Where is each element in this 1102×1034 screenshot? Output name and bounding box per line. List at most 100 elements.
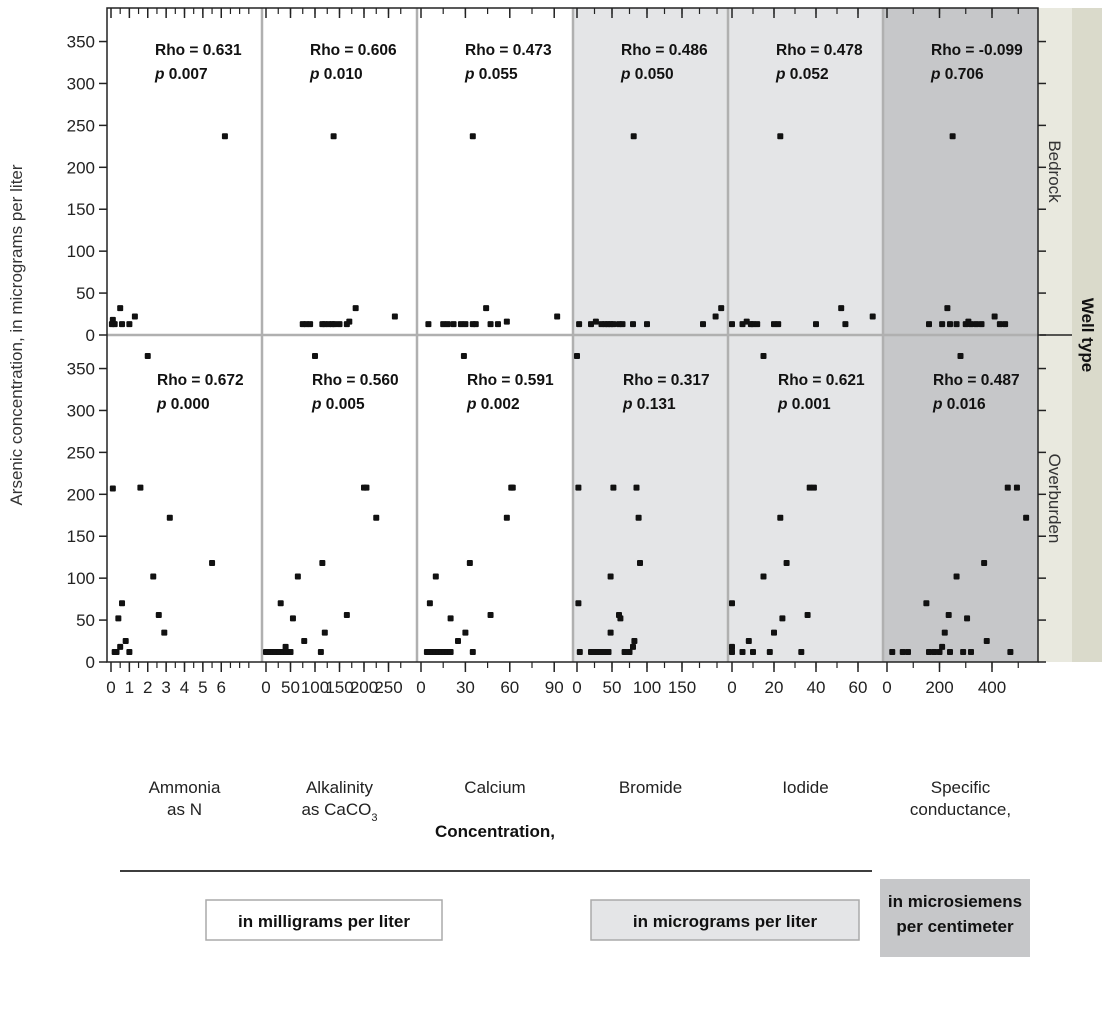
data-point bbox=[352, 305, 359, 312]
data-point bbox=[964, 615, 971, 622]
data-point bbox=[607, 629, 614, 636]
data-point bbox=[996, 321, 1003, 328]
data-point bbox=[487, 321, 494, 328]
unit-label-us-2: per centimeter bbox=[896, 917, 1014, 936]
data-point bbox=[150, 573, 157, 580]
x-tick-label: 100 bbox=[633, 678, 661, 697]
data-point bbox=[330, 133, 337, 140]
y-tick-label: 300 bbox=[67, 401, 95, 420]
stat-p: p 0.000 bbox=[156, 396, 210, 413]
data-point bbox=[968, 648, 974, 655]
x-tick-label: 40 bbox=[807, 678, 826, 697]
data-point bbox=[991, 313, 998, 320]
p-value: 0.055 bbox=[479, 66, 518, 83]
data-point bbox=[947, 321, 953, 328]
p-symbol: p bbox=[311, 396, 326, 413]
p-value: 0.007 bbox=[169, 66, 208, 83]
p-value: 0.010 bbox=[324, 66, 363, 83]
data-point bbox=[813, 321, 819, 328]
x-tick-label: 150 bbox=[325, 678, 353, 697]
x-tick-label: 30 bbox=[456, 678, 475, 697]
data-point bbox=[472, 321, 479, 328]
data-point bbox=[978, 321, 985, 328]
data-point bbox=[941, 629, 948, 636]
data-point bbox=[626, 648, 633, 655]
x-tick-label: 60 bbox=[500, 678, 519, 697]
data-point bbox=[575, 600, 582, 607]
data-point bbox=[317, 648, 324, 655]
data-point bbox=[119, 600, 126, 607]
data-point bbox=[644, 321, 650, 328]
data-point bbox=[287, 648, 294, 655]
data-point bbox=[1007, 648, 1014, 655]
data-point bbox=[617, 615, 624, 622]
y-tick-label: 50 bbox=[76, 611, 95, 630]
data-point bbox=[576, 648, 583, 655]
data-point bbox=[155, 612, 162, 619]
stat-p: p 0.005 bbox=[311, 396, 365, 413]
data-point bbox=[939, 321, 946, 328]
data-point bbox=[289, 615, 296, 622]
data-point bbox=[842, 321, 849, 328]
data-point bbox=[953, 573, 960, 580]
data-point bbox=[949, 133, 956, 140]
p-symbol: p bbox=[775, 66, 790, 83]
data-point bbox=[301, 638, 308, 645]
data-point bbox=[838, 305, 845, 312]
stat-rho: Rho = 0.486 bbox=[621, 42, 708, 59]
p-value: 0.052 bbox=[790, 66, 829, 83]
data-point bbox=[209, 560, 216, 567]
data-point bbox=[729, 643, 735, 650]
stat-p: p 0.016 bbox=[932, 396, 986, 413]
data-point bbox=[939, 643, 946, 650]
data-point bbox=[109, 485, 116, 492]
x-tick-label: 50 bbox=[603, 678, 622, 697]
x-tick-label: 0 bbox=[727, 678, 736, 697]
facet-strip bbox=[1072, 8, 1102, 662]
data-point bbox=[469, 133, 476, 140]
p-value: 0.000 bbox=[171, 396, 210, 413]
data-point bbox=[126, 648, 133, 655]
data-point bbox=[460, 352, 467, 359]
data-point bbox=[630, 321, 636, 328]
data-point bbox=[777, 514, 784, 521]
data-point bbox=[729, 600, 735, 607]
unit-label-ug: in micrograms per liter bbox=[633, 912, 818, 931]
data-point bbox=[447, 648, 454, 655]
x-axis-label: Concentration, bbox=[435, 822, 555, 841]
data-point bbox=[957, 352, 964, 359]
p-symbol: p bbox=[466, 396, 481, 413]
data-point bbox=[462, 321, 469, 328]
stat-rho: Rho = 0.487 bbox=[933, 372, 1020, 389]
p-symbol: p bbox=[620, 66, 635, 83]
data-point bbox=[630, 643, 636, 650]
data-point bbox=[630, 133, 637, 140]
p-value: 0.706 bbox=[945, 66, 984, 83]
x-tick-label: 3 bbox=[161, 678, 170, 697]
stat-rho: Rho = 0.560 bbox=[312, 372, 399, 389]
stat-rho: Rho = 0.473 bbox=[465, 42, 552, 59]
subscript: 3 bbox=[371, 812, 377, 824]
x-tick-label: 90 bbox=[545, 678, 564, 697]
y-tick-label: 350 bbox=[67, 360, 95, 379]
p-value: 0.002 bbox=[481, 396, 520, 413]
y-tick-label: 100 bbox=[67, 242, 95, 261]
data-point bbox=[576, 321, 583, 328]
data-point bbox=[574, 352, 580, 359]
data-point bbox=[426, 600, 433, 607]
data-point bbox=[633, 484, 640, 491]
data-point bbox=[373, 514, 380, 521]
data-point bbox=[307, 321, 314, 328]
data-points bbox=[108, 133, 1030, 655]
x-tick-label: 200 bbox=[350, 678, 378, 697]
data-point bbox=[712, 313, 719, 320]
axes: 0501001502002503003500501001502002503003… bbox=[67, 7, 1072, 872]
stat-rho: Rho = 0.606 bbox=[310, 42, 397, 59]
data-point bbox=[610, 321, 617, 328]
data-point bbox=[425, 321, 432, 328]
unit-box-ug bbox=[590, 899, 860, 941]
data-point bbox=[450, 321, 457, 328]
data-point bbox=[779, 615, 786, 622]
x-tick-label: 1 bbox=[125, 678, 134, 697]
